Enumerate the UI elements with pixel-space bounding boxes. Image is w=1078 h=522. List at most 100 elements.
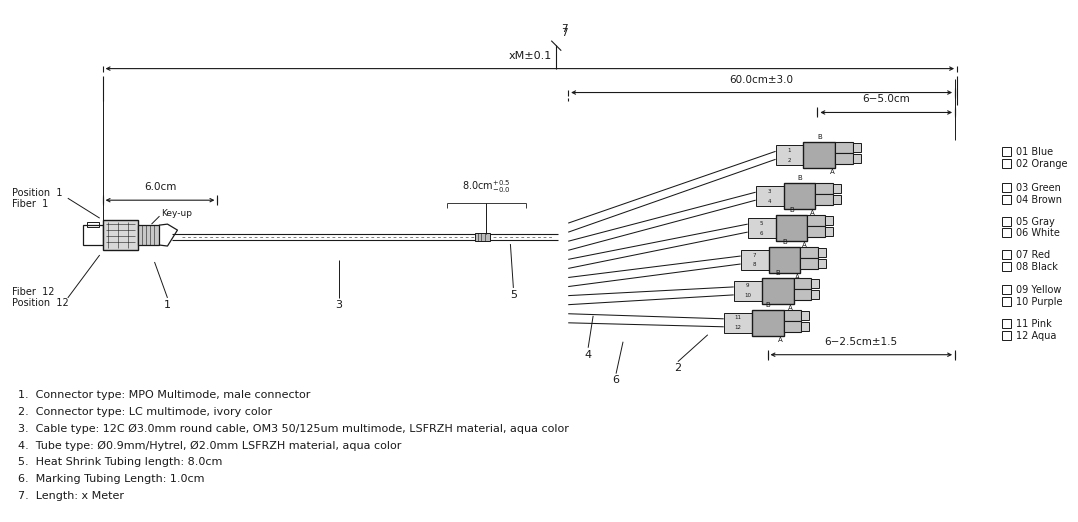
Bar	[801, 311, 810, 320]
Text: A: A	[810, 210, 815, 216]
Bar	[854, 155, 861, 163]
Text: 4: 4	[768, 199, 772, 204]
Text: 10 Purple: 10 Purple	[1015, 297, 1062, 307]
Text: 2.  Connector type: LC multimode, ivory color: 2. Connector type: LC multimode, ivory c…	[18, 407, 272, 417]
Bar	[474, 233, 490, 241]
Bar	[762, 278, 793, 304]
Bar	[793, 289, 812, 300]
Text: A: A	[778, 337, 783, 343]
Text: 6−5.0cm: 6−5.0cm	[862, 94, 910, 104]
Text: Position  1: Position 1	[12, 188, 63, 198]
Text: 11: 11	[734, 315, 742, 321]
Text: 03 Green: 03 Green	[1015, 183, 1061, 193]
Bar	[723, 313, 751, 333]
Bar	[826, 216, 833, 225]
Text: A: A	[796, 274, 800, 280]
Bar	[818, 248, 827, 257]
Text: 07 Red: 07 Red	[1015, 250, 1050, 260]
Text: 12: 12	[734, 325, 742, 330]
Text: 7.  Length: x Meter: 7. Length: x Meter	[18, 491, 124, 501]
Text: 1.  Connector type: MPO Multimode, male connector: 1. Connector type: MPO Multimode, male c…	[18, 389, 310, 400]
Bar	[1001, 319, 1011, 328]
Bar	[775, 215, 807, 241]
Text: 2: 2	[788, 158, 791, 163]
Text: B: B	[817, 134, 821, 140]
Bar	[803, 143, 835, 168]
Text: B: B	[775, 270, 779, 276]
Bar	[775, 145, 803, 165]
Bar	[818, 259, 827, 268]
Text: 5: 5	[760, 221, 763, 226]
Bar	[815, 183, 833, 194]
Bar	[784, 321, 801, 332]
Text: 5: 5	[510, 290, 516, 300]
Bar	[1001, 228, 1011, 237]
Bar	[812, 290, 819, 299]
Text: 06 White: 06 White	[1015, 228, 1060, 238]
Text: 6: 6	[612, 375, 620, 385]
Text: 10: 10	[744, 293, 751, 299]
Text: B: B	[789, 207, 793, 213]
Bar	[793, 278, 812, 289]
Bar	[1001, 183, 1011, 192]
Bar	[102, 220, 138, 250]
Text: 6−2.5cm±1.5: 6−2.5cm±1.5	[825, 337, 898, 347]
Bar	[812, 279, 819, 288]
Text: A: A	[788, 305, 793, 311]
Text: 6: 6	[760, 231, 763, 235]
Bar	[1001, 250, 1011, 259]
Bar	[748, 218, 775, 238]
Text: 12 Aqua: 12 Aqua	[1015, 331, 1056, 341]
Bar	[1001, 195, 1011, 204]
Text: 6.  Marking Tubing Length: 1.0cm: 6. Marking Tubing Length: 1.0cm	[18, 474, 205, 484]
Text: 7: 7	[562, 23, 568, 34]
Bar	[756, 186, 784, 206]
Bar	[769, 247, 801, 273]
Text: 4.  Tube type: Ø0.9mm/Hytrel, Ø2.0mm LSFRZH material, aqua color: 4. Tube type: Ø0.9mm/Hytrel, Ø2.0mm LSFR…	[18, 441, 401, 450]
Text: xM±0.1: xM±0.1	[508, 51, 552, 61]
Bar	[1001, 331, 1011, 340]
Bar	[833, 184, 841, 193]
Bar	[835, 153, 854, 164]
Bar	[826, 227, 833, 236]
Text: 3: 3	[768, 189, 772, 194]
Bar	[854, 144, 861, 152]
Text: 7: 7	[562, 28, 568, 38]
Text: 05 Gray: 05 Gray	[1015, 217, 1054, 227]
Bar	[1001, 285, 1011, 294]
Text: A: A	[830, 169, 834, 175]
Bar	[801, 258, 818, 269]
Text: 3: 3	[335, 300, 343, 310]
Text: B: B	[797, 175, 802, 181]
Text: 1: 1	[164, 300, 171, 310]
Text: 6.0cm: 6.0cm	[143, 182, 176, 192]
Text: 01 Blue: 01 Blue	[1015, 147, 1053, 157]
Bar	[801, 322, 810, 331]
Bar	[801, 247, 818, 258]
Text: 1: 1	[788, 148, 791, 153]
Text: 4: 4	[584, 350, 592, 360]
Bar	[784, 183, 815, 209]
Text: 3.  Cable type: 12C Ø3.0mm round cable, OM3 50/125um multimode, LSFRZH material,: 3. Cable type: 12C Ø3.0mm round cable, O…	[18, 423, 569, 434]
Bar	[138, 225, 160, 245]
Bar	[784, 310, 801, 321]
Text: 02 Orange: 02 Orange	[1015, 159, 1067, 169]
Text: 8.0cm$^{+0.5}_{-0.0}$: 8.0cm$^{+0.5}_{-0.0}$	[462, 179, 511, 195]
Text: Fiber  12: Fiber 12	[12, 287, 55, 297]
Text: Key-up: Key-up	[162, 209, 193, 218]
Text: B: B	[783, 239, 787, 245]
Text: Position  12: Position 12	[12, 298, 69, 308]
Bar	[835, 143, 854, 153]
Text: 08 Black: 08 Black	[1015, 262, 1058, 272]
Text: 09 Yellow: 09 Yellow	[1015, 285, 1061, 295]
Text: B: B	[765, 302, 770, 308]
Bar	[807, 215, 826, 226]
Text: 04 Brown: 04 Brown	[1015, 195, 1062, 205]
Bar	[807, 226, 826, 237]
Bar	[751, 310, 784, 336]
Text: 2: 2	[675, 363, 681, 373]
Bar	[86, 222, 99, 227]
Text: 5.  Heat Shrink Tubing length: 8.0cm: 5. Heat Shrink Tubing length: 8.0cm	[18, 457, 222, 467]
Text: A: A	[802, 242, 806, 248]
Bar	[1001, 147, 1011, 156]
